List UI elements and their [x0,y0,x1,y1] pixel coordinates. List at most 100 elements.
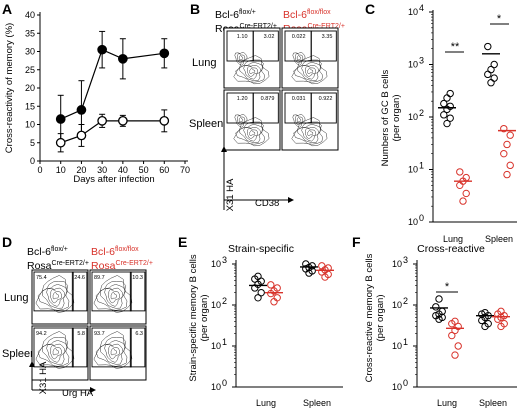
panel-f-point [448,331,456,340]
panel-d-plot-frame [89,325,147,381]
panel-d-gate-right-value: 5.8 [77,331,85,337]
panel-c-cat-spleen: Spleen [485,234,513,244]
panel-b-contour [292,114,306,128]
panel-d-label: D [2,234,12,250]
panel-b-contour [292,52,306,66]
panel-e-ytick-exp: 1 [222,337,227,347]
panel-d-contour [35,275,75,313]
panel-f-ytick-label: 10 [392,300,402,310]
panel-e-point [318,262,326,270]
panel-a-ytick-label: 20 [25,83,35,93]
panel-f-title: Cross-reactive [417,243,485,255]
panel-c-point [490,74,498,82]
panel-a-xtick-label: 40 [118,165,128,175]
panel-d-gate [33,271,74,312]
panel-c-point [484,42,492,51]
panel-a-point [76,105,87,115]
panel-b-contour [305,66,316,77]
panel-d-flow: Bcl-6flox/+ RosaCre-ERT2/+ Bcl-6flox/flo… [2,246,153,399]
panel-b-x-axis-label: CD38 [255,198,279,209]
panel-b-contour [243,65,262,80]
panel-d-gate-left-value: 89.7 [94,275,105,281]
panel-b-contour [296,117,302,123]
panel-e-ylabel: Strain-specific memory B cells [188,254,199,381]
panel-b-contour [249,68,256,74]
panel-d-gate-left-value: 94.2 [36,331,47,337]
panel-c-ylabel: Numbers of GC B cells [380,69,391,166]
panel-c-point [456,181,464,190]
panel-c-point [446,89,454,98]
panel-f-point [484,319,492,328]
panel-d-gate [129,271,146,312]
panel-c-ytick-label: 10 [408,7,418,17]
panel-e-point [257,288,265,297]
panel-f-label: F [352,234,361,250]
panel-e-point [324,264,332,272]
panel-e-point [308,262,316,270]
panel-e-point [254,294,262,302]
panel-e-cat-lung: Lung [256,398,276,408]
panel-a-point [97,116,107,126]
panel-b-contour [235,59,265,83]
panel-b-gate-left-value: 0.022 [292,34,306,40]
panel-c-ytick-exp: 1 [419,161,424,171]
panel-f-point [432,303,440,311]
panel-b-plot-frame [223,27,281,89]
panel-e-ytick-label: 10 [211,259,221,269]
panel-b-contour [238,55,244,61]
panel-a-point [76,130,87,141]
panel-c-point [490,60,498,69]
panel-b-label: B [190,1,200,17]
panel-d-x-axis-label: Urg HA [62,388,94,399]
panel-f-point [500,319,508,328]
panel-a-series-line-1 [60,120,165,144]
panel-a-xtick-label: 30 [97,165,107,175]
panel-a-point [118,53,128,64]
panel-a-point [118,116,128,126]
panel-d-gate-left-value: 75.4 [36,275,47,281]
panel-a-point [159,48,170,59]
panel-e-ytick-label: 10 [211,300,221,310]
panel-b-gate [310,30,337,62]
panel-b-contour [293,59,323,83]
panel-d-contour [95,281,128,311]
panel-a-xtick-label: 10 [56,165,66,175]
panel-c-point [506,131,514,139]
panel-d-gate [129,327,146,368]
panel-d-col1-genotype-line2: RosaCre-ERT2/+ [27,260,89,272]
panel-c-point [487,79,495,87]
panel-c-sig-lung: ** [451,41,460,53]
panel-b-contour [301,65,320,80]
panel-b-contour [243,127,262,142]
panel-d-contour [42,284,68,309]
panel-e-ytick-exp: 2 [222,296,227,306]
panel-f-ytick-exp: 3 [403,255,408,265]
panel-f-point [497,307,505,316]
panel-d-x-arrowhead [90,387,96,393]
panel-d-y-arrowhead [29,361,35,367]
panel-c-point [503,170,511,179]
panel-b-gate [252,30,279,62]
panel-b-plot-frame [281,89,339,151]
panel-d-contour [100,284,126,309]
panel-b-contour [293,121,323,145]
panel-b-contour [307,130,314,136]
panel-f-point [451,317,459,326]
panel-d-row-lung: Lung [4,292,28,304]
panel-d-contour [46,287,66,307]
panel-d-contour [46,343,66,363]
panel-c-point [462,189,470,198]
panel-a-ylabel: Cross-reactivity of memory (%) [4,23,15,153]
panel-b-gate-left-value: 1.20 [237,96,248,102]
panel-c-ytick-label: 10 [408,112,418,122]
panel-b-contour [247,66,258,77]
panel-b-row-lung: Lung [192,57,216,69]
panel-c-point [440,99,448,108]
panel-b-contour [233,117,270,147]
panel-a-ytick-label: 10 [25,120,35,130]
panel-f-point [451,351,459,359]
panel-d-contour [93,331,133,369]
panel-c-ytick-label: 10 [408,165,418,175]
panel-e-label: E [178,234,187,250]
